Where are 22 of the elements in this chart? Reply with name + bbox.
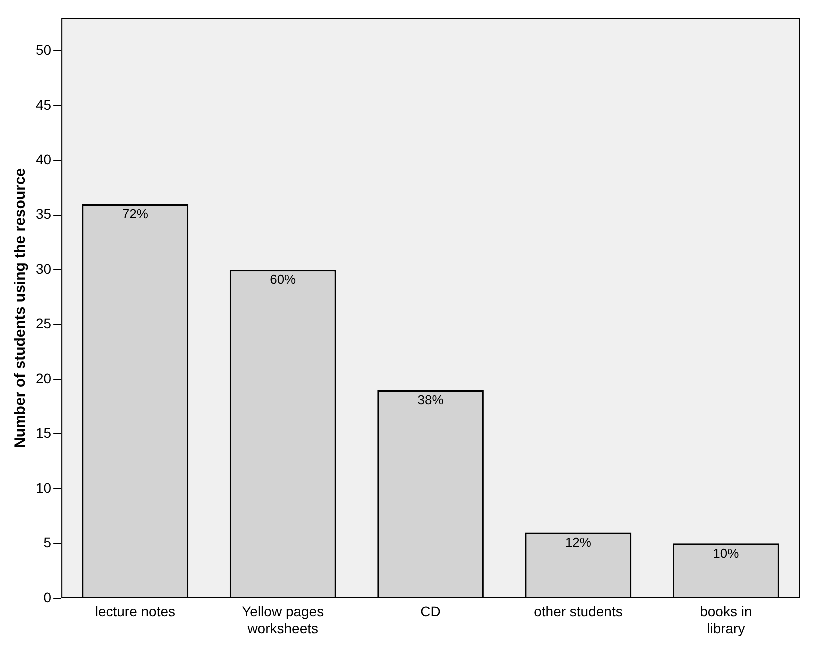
x-tick-label: other students [534,604,623,620]
annotation: 72% [122,206,149,222]
y-tick-label: 45 [36,96,52,113]
y-tick-label: 30 [36,260,52,277]
y-tick-label: 10 [36,480,52,496]
annotation: 10% [713,546,740,561]
x-tick-label: books in library [700,604,752,636]
annotation: 12% [565,534,592,550]
y-tick-label: 25 [36,316,52,332]
y-tick-label: 5 [44,534,52,551]
y-axis-title: Number of students using the resource [12,168,30,448]
annotation: 60% [270,272,297,288]
x-tick-label: lecture notes [95,604,176,620]
y-tick-label: 35 [36,206,52,222]
y-tick-label: 50 [36,42,52,58]
y-tick-label: 0 [44,589,52,606]
annotation: 38% [418,392,444,408]
y-tick-label: 15 [36,425,52,442]
x-tick-label: Yellow pages worksheets [242,604,324,636]
y-tick-label: 20 [36,370,52,386]
x-tick-label: CD [420,604,441,620]
y-tick-label: 40 [36,152,52,168]
